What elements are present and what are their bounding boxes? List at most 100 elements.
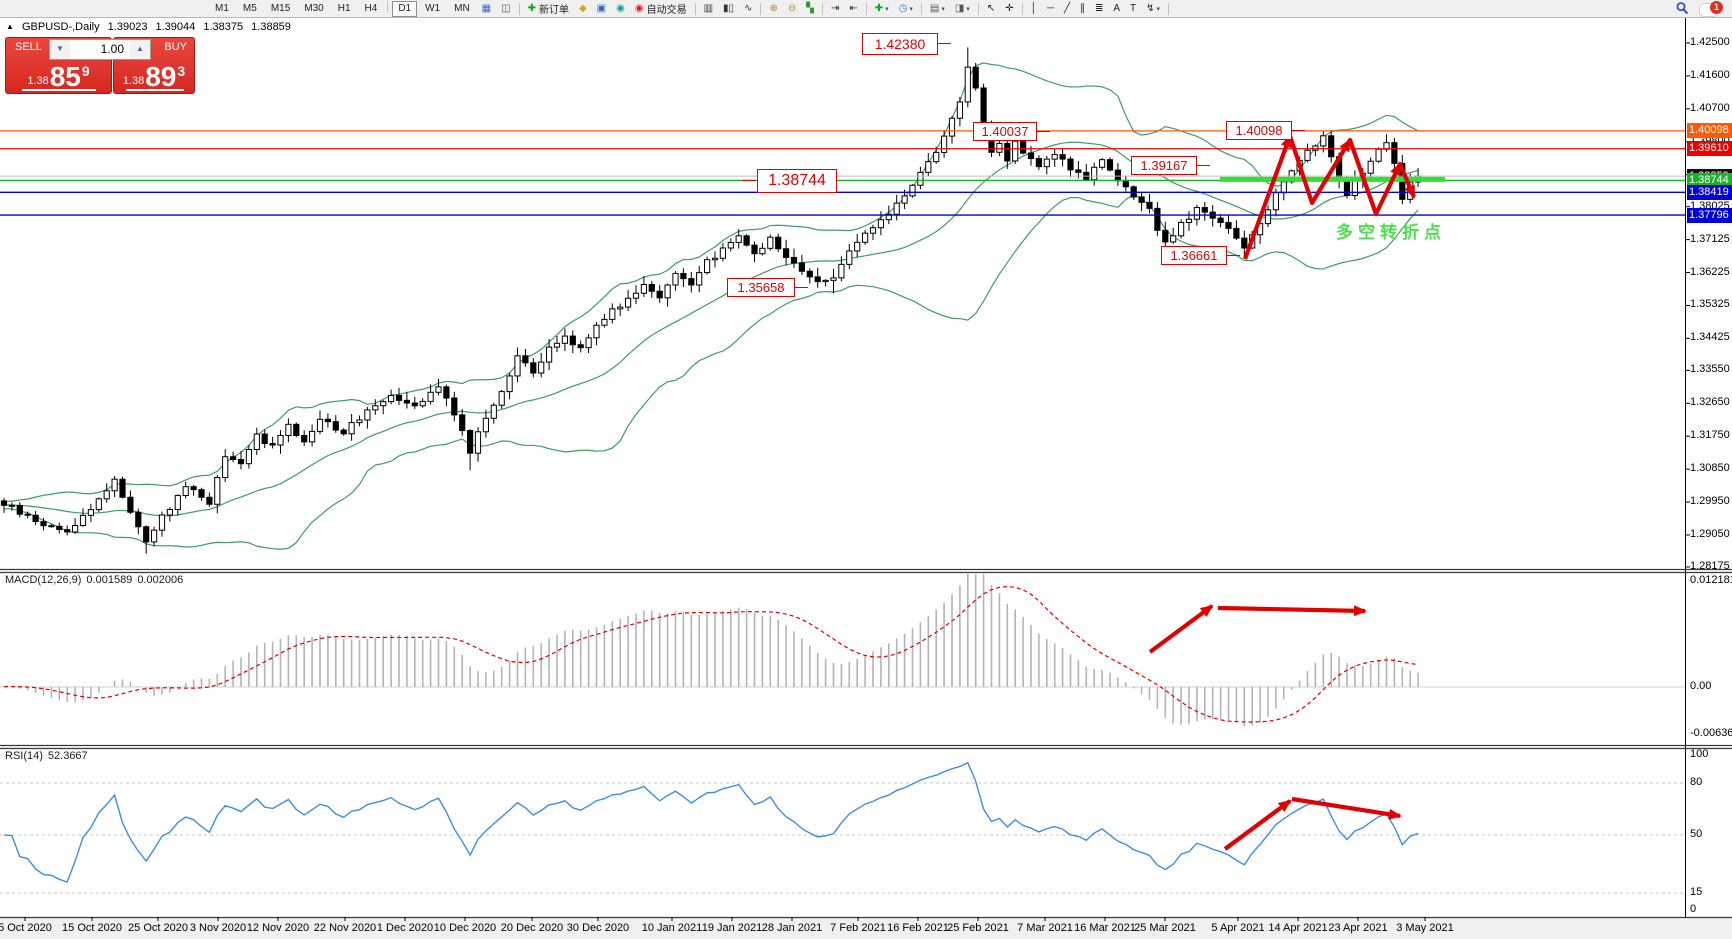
fibonacci-icon: ≣	[1094, 3, 1104, 14]
dropdown-arrow-icon[interactable]: ▾	[1156, 5, 1161, 13]
volume-stepper[interactable]: ▼ 1.00 ▲	[49, 39, 151, 60]
timeframe-M1[interactable]: M1	[215, 2, 229, 14]
chart-preview-icon: ◫	[501, 3, 511, 14]
macd-indicator-label: MACD(12,26,9) 0.001589 0.002006	[5, 574, 184, 586]
trend-arrow	[1291, 796, 1401, 819]
profiles-icon[interactable]: ◨ ▾	[951, 0, 974, 17]
toolbar-separator	[518, 2, 520, 15]
periods-icon[interactable]: ◷ ▾	[895, 0, 917, 17]
trend-arrow	[1217, 605, 1366, 614]
dropdown-arrow-icon[interactable]: ▾	[941, 5, 945, 13]
rsi-line	[3, 761, 1419, 883]
chart-symbol-header: ▲ GBPUSD-,Daily 1.39023 1.39044 1.38375 …	[6, 21, 296, 33]
buy-price: 1.38 89 3	[122, 61, 186, 92]
timeframe-W1[interactable]: W1	[425, 2, 441, 14]
candle-chart-icon[interactable]: ▮▯	[719, 0, 738, 17]
timeframe-H1[interactable]: H1	[337, 2, 351, 14]
notifications-icon[interactable]: 1	[1699, 0, 1723, 17]
arrows-object-icon[interactable]: ↯ ▾	[1142, 0, 1164, 17]
chart-preview-icon[interactable]: ◫	[497, 0, 514, 17]
dropdown-arrow-icon[interactable]: ▾	[885, 5, 889, 13]
cursor-icon: ↖	[986, 3, 996, 14]
tile-windows-icon[interactable]: ▚	[802, 0, 818, 17]
signals-icon: ◉	[616, 3, 625, 14]
toolbar-separator	[760, 2, 762, 15]
bollinger-band	[3, 141, 1419, 517]
vertical-line-icon[interactable]: │	[1027, 0, 1041, 17]
sell-price: 1.38 85 9	[27, 61, 90, 92]
autotrading-button: ◉	[634, 3, 644, 14]
cursor-icon[interactable]: ↖	[983, 0, 999, 17]
label-icon[interactable]: T	[1126, 0, 1140, 17]
one-click-trading-panel: SELL 1.38 85 9 BUY 1.38 89 3 ▼ 1.00 ▲	[5, 37, 195, 94]
trendline-icon[interactable]: ╱	[1060, 0, 1074, 17]
zoom-in-icon[interactable]: ⊕	[765, 0, 781, 17]
notification-badge: 1	[1710, 0, 1723, 14]
toolbar-separator	[1021, 2, 1023, 15]
zoom-in-icon: ⊕	[769, 3, 778, 14]
bollinger-band	[3, 62, 1419, 502]
bollinger-band	[3, 193, 1419, 550]
ohlc-low: 1.38375	[203, 21, 244, 33]
toolbar-separator	[1168, 2, 1170, 15]
market-watch-icon[interactable]: ▣	[593, 0, 610, 17]
fibonacci-icon[interactable]: ≣	[1091, 0, 1107, 17]
new-chart-icon[interactable]: ▦	[478, 0, 495, 17]
timeframe-M30[interactable]: M30	[304, 2, 324, 14]
timeframe-M15[interactable]: M15	[270, 2, 291, 14]
macd-histogram	[3, 574, 1419, 726]
channel-icon[interactable]: ∥	[1076, 0, 1089, 17]
timeframe-MN[interactable]: MN	[454, 2, 470, 14]
zoom-out-icon: ⊖	[787, 3, 797, 14]
toolbar-separator	[821, 2, 823, 15]
new-order-button[interactable]: ✚ 新订单	[524, 0, 573, 17]
toolbar-separator	[865, 2, 867, 15]
toolbar-separator	[694, 2, 696, 15]
metaeditor-icon[interactable]: ◆	[575, 0, 591, 17]
line-chart-icon[interactable]: ∿	[740, 0, 756, 17]
text-icon: A	[1113, 3, 1121, 14]
bar-chart-icon[interactable]: ▥	[700, 0, 717, 17]
templates-icon: ▤	[929, 3, 940, 14]
toolbar-separator	[977, 2, 979, 15]
sell-underline	[22, 89, 96, 91]
signals-icon[interactable]: ◉	[612, 0, 629, 17]
dropdown-arrow-icon[interactable]: ▾	[966, 5, 970, 13]
rsi-indicator-label: RSI(14) 52.3667	[5, 750, 88, 762]
horizontal-line-icon: ─	[1046, 3, 1054, 14]
timeframe-H4[interactable]: H4	[364, 2, 378, 14]
arrows-object-icon: ↯	[1146, 3, 1155, 14]
zoom-out-icon[interactable]: ⊖	[784, 0, 800, 17]
sell-label: SELL	[15, 41, 42, 53]
search-icon[interactable]	[1675, 1, 1689, 18]
volume-increase-icon[interactable]: ▲	[130, 40, 150, 59]
toolbar-separator	[920, 2, 922, 15]
metaeditor-icon: ◆	[578, 3, 587, 14]
templates-icon[interactable]: ▤ ▾	[926, 0, 949, 17]
volume-decrease-icon[interactable]: ▼	[50, 40, 70, 59]
auto-scroll-icon: ⇥	[830, 3, 840, 14]
new-order-button-label: 新订单	[538, 5, 569, 16]
autotrading-button[interactable]: ◉ 自动交易	[631, 0, 691, 17]
text-icon[interactable]: A	[1109, 0, 1124, 17]
bar-chart-icon: ▥	[703, 3, 714, 14]
collapse-arrow-icon: ▲	[6, 22, 14, 31]
macd-signal-line	[3, 585, 1419, 723]
profiles-icon: ◨	[954, 3, 965, 14]
periods-icon: ◷	[898, 3, 908, 14]
timeframe-D1[interactable]: D1	[392, 0, 418, 17]
auto-scroll-icon[interactable]: ⇥	[827, 0, 843, 17]
volume-value[interactable]: 1.00	[100, 42, 124, 56]
timeframe-M5[interactable]: M5	[242, 2, 257, 14]
indicators-icon[interactable]: ✚ ▾	[871, 0, 893, 17]
symbol-name: GBPUSD-,Daily	[21, 21, 100, 33]
chart-shift-icon[interactable]: ⇤	[845, 0, 861, 17]
vertical-line-icon: │	[1030, 3, 1037, 14]
dropdown-arrow-icon[interactable]: ▾	[909, 5, 913, 13]
crosshair-icon[interactable]: ✛	[1001, 0, 1017, 17]
trend-arrow	[1223, 799, 1292, 851]
autotrading-button-label: 自动交易	[646, 5, 687, 16]
chart-shift-icon: ⇤	[849, 3, 858, 14]
horizontal-line-icon[interactable]: ─	[1043, 0, 1058, 17]
